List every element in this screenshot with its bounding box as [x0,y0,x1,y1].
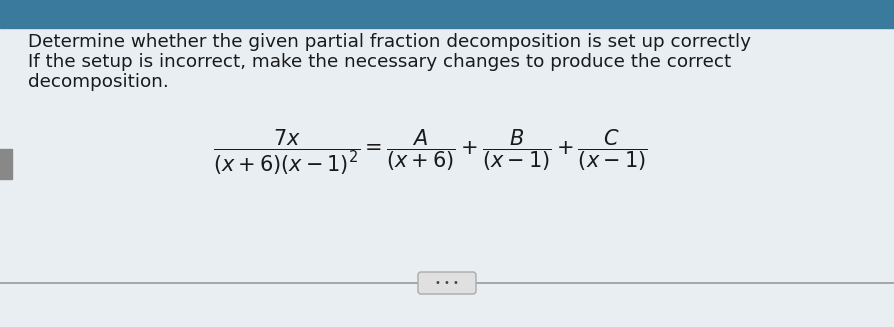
Bar [0,0,894,28]
Text: If the setup is incorrect, make the necessary changes to produce the correct: If the setup is incorrect, make the nece… [28,53,730,71]
Text: Determine whether the given partial fraction decomposition is set up correctly: Determine whether the given partial frac… [28,33,750,51]
Text: • • •: • • • [434,278,459,288]
Text: $\dfrac{7x}{(x+6)(x-1)^2} = \dfrac{A}{(x+6)} + \dfrac{B}{(x-1)} + \dfrac{C}{(x-1: $\dfrac{7x}{(x+6)(x-1)^2} = \dfrac{A}{(x… [213,128,646,177]
Bar [0,149,12,179]
FancyBboxPatch shape [417,272,476,294]
Text: decomposition.: decomposition. [28,73,169,91]
